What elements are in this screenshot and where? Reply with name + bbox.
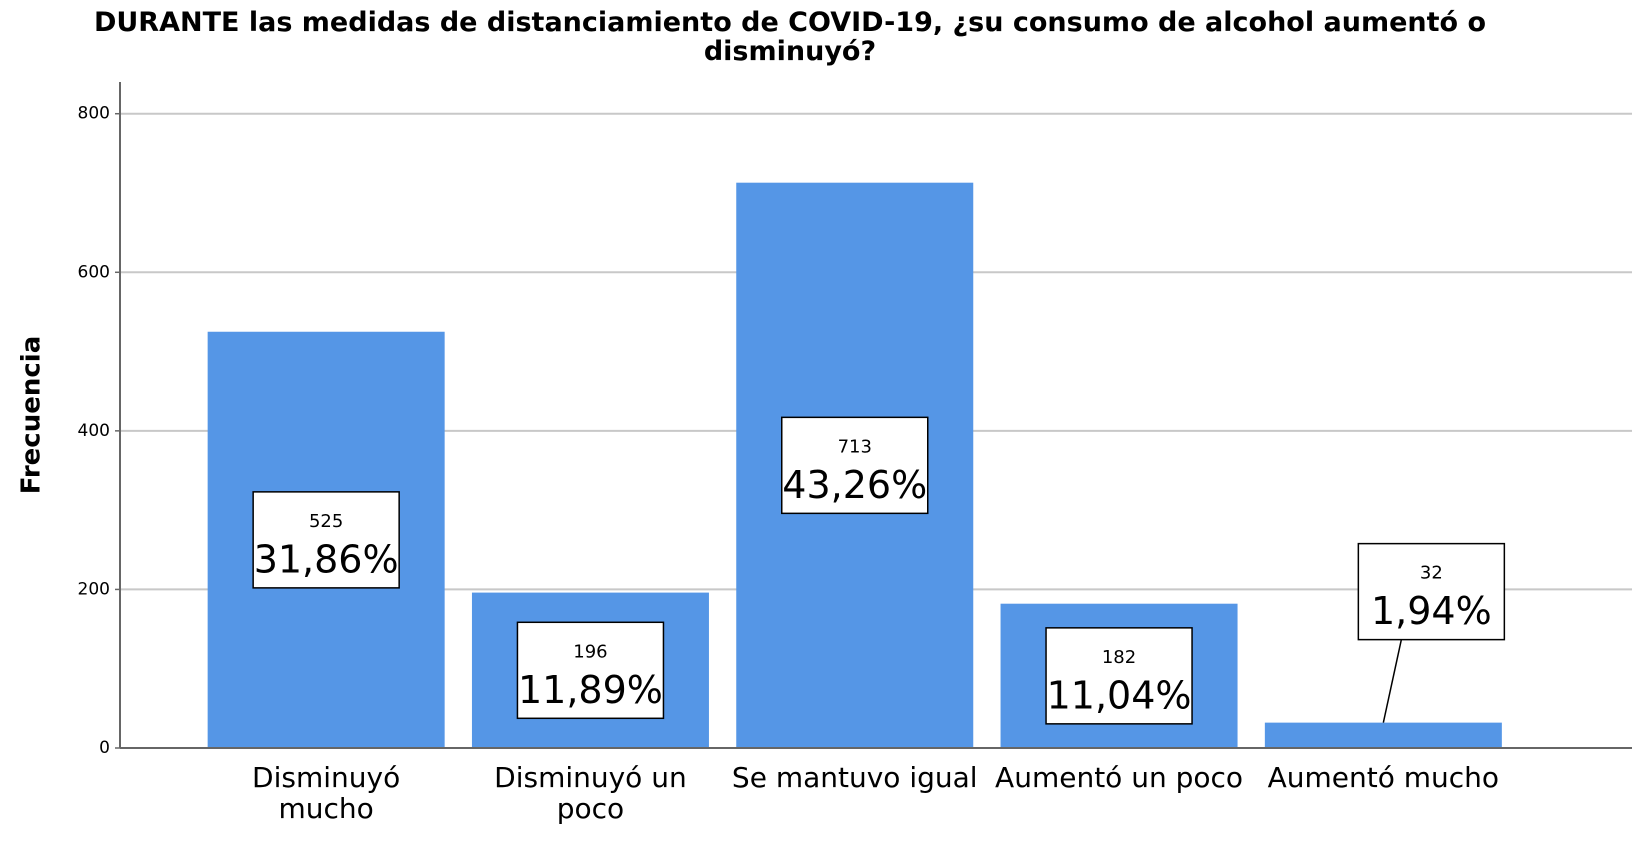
label-box: [1357, 542, 1506, 641]
percent-label: 11,89%: [518, 668, 663, 712]
label-box: [781, 416, 929, 515]
label-box: [516, 621, 665, 720]
percent-label: 1,94%: [1371, 589, 1492, 633]
percent-label: 31,86%: [254, 537, 399, 581]
y-axis-label: Frecuencia: [17, 336, 47, 495]
label-box: [252, 491, 400, 589]
leader-line: [1382, 639, 1403, 723]
x-tick-label: Disminuyó un poco: [494, 761, 687, 825]
count-label: 713: [838, 436, 872, 457]
label-box: [1045, 627, 1193, 725]
x-tick-label: Disminuyó mucho: [252, 761, 401, 825]
count-label: 182: [1102, 647, 1136, 668]
y-tick-label: 400: [78, 421, 110, 441]
y-tick-label: 600: [78, 262, 110, 282]
percent-label: 43,26%: [782, 463, 927, 507]
count-label: 525: [309, 511, 343, 532]
y-tick-label: 200: [78, 579, 110, 599]
chart-title: DURANTE las medidas de distanciamiento d…: [93, 7, 1487, 67]
percent-label: 11,04%: [1047, 673, 1192, 717]
x-tick-label: Aumentó mucho: [1267, 761, 1500, 794]
x-tick-label: Se mantuvo igual: [731, 761, 978, 794]
count-label: 32: [1420, 563, 1443, 584]
x-tick-label: Aumentó un poco: [995, 761, 1244, 794]
y-tick-label: 800: [78, 104, 110, 124]
bar: [1264, 722, 1502, 748]
count-label: 196: [573, 641, 607, 662]
y-tick-label: 0: [99, 738, 110, 758]
